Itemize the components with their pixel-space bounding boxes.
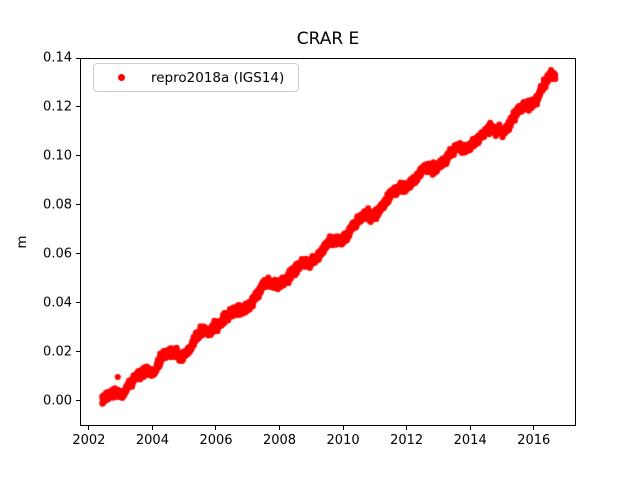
scatter-series-canvas xyxy=(81,59,575,425)
legend-marker-icon xyxy=(118,74,125,81)
y-tick-label: 0.06 xyxy=(43,246,72,262)
x-tick xyxy=(279,426,281,430)
x-tick-label: 2002 xyxy=(72,433,106,448)
y-tick xyxy=(76,253,80,255)
x-tick xyxy=(88,426,90,430)
x-tick xyxy=(342,426,344,430)
x-tick-label: 2008 xyxy=(262,433,297,448)
legend: repro2018a (IGS14) xyxy=(93,63,300,92)
x-tick-label: 2004 xyxy=(135,433,169,448)
chart-title: CRAR E xyxy=(296,29,360,49)
y-tick xyxy=(76,400,80,402)
y-tick xyxy=(76,57,80,59)
y-tick xyxy=(76,351,80,353)
x-tick xyxy=(215,426,217,430)
x-tick-label: 2016 xyxy=(517,433,551,448)
y-tick-label: 0.02 xyxy=(43,344,72,360)
x-tick xyxy=(469,426,471,430)
y-tick xyxy=(76,204,80,206)
x-tick-label: 2014 xyxy=(453,433,487,448)
x-tick-label: 2010 xyxy=(326,433,360,448)
y-tick xyxy=(76,155,80,157)
x-tick xyxy=(151,426,153,430)
y-tick-label: 0.08 xyxy=(43,197,72,213)
y-tick-label: 0.12 xyxy=(43,99,72,115)
y-tick-label: 0.00 xyxy=(43,393,72,409)
y-tick-label: 0.14 xyxy=(43,50,72,66)
x-tick-label: 2006 xyxy=(199,433,233,448)
x-tick-label: 2012 xyxy=(390,433,424,448)
y-tick xyxy=(76,106,80,108)
legend-label: repro2018a (IGS14) xyxy=(151,69,285,86)
x-tick xyxy=(533,426,535,430)
y-tick xyxy=(76,302,80,304)
x-tick xyxy=(406,426,408,430)
plot-area: repro2018a (IGS14) xyxy=(80,58,576,426)
y-tick-label: 0.04 xyxy=(43,295,72,311)
y-tick-label: 0.10 xyxy=(43,148,72,164)
